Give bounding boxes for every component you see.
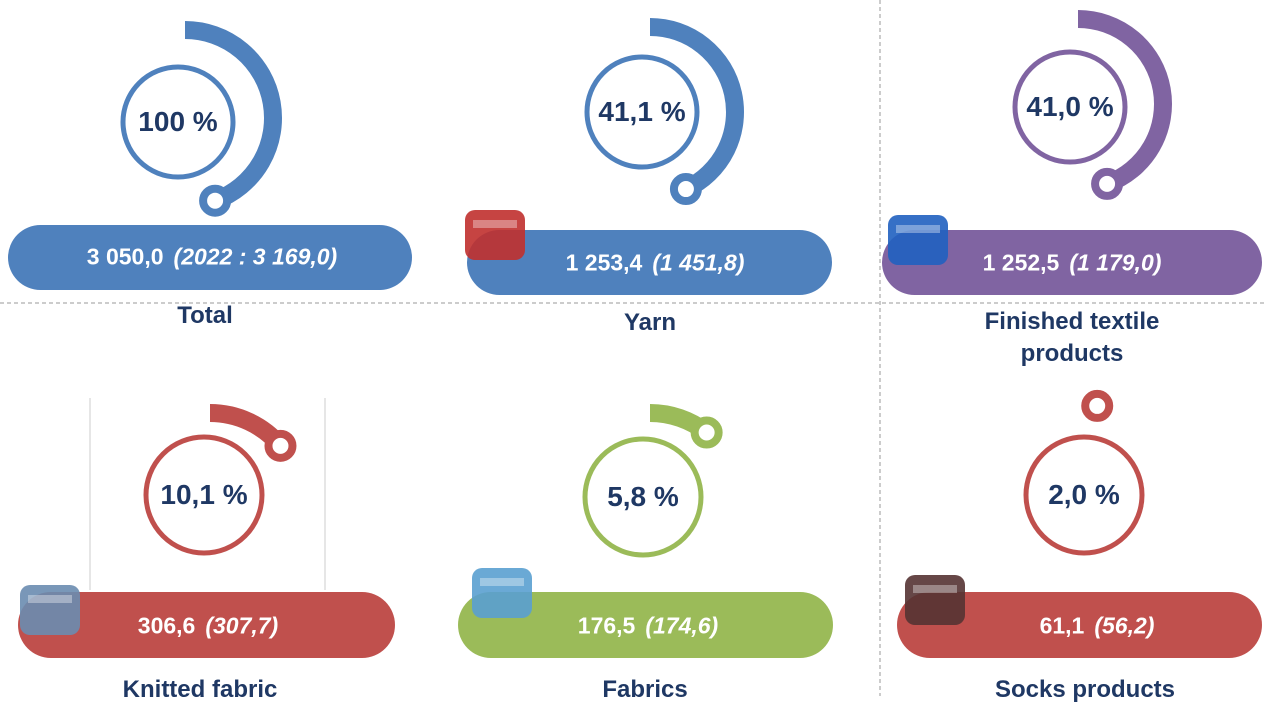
pill-text: 61,1 (56,2) xyxy=(1040,613,1155,640)
category-label: Finished textile products xyxy=(984,308,1160,367)
icon xyxy=(473,220,517,228)
previous-text: (2022 : 3 169,0) xyxy=(173,243,338,270)
value-text: 3 050,0 xyxy=(86,243,164,270)
share-text: 41,0 % xyxy=(1026,91,1114,122)
share-ring xyxy=(143,434,265,556)
gauge-arc xyxy=(184,21,282,210)
share-text: 5,8 % xyxy=(607,481,679,512)
value-pill xyxy=(458,592,833,658)
value-pill xyxy=(18,592,395,658)
share-ring xyxy=(120,64,236,180)
value-text: 1 252,5 xyxy=(982,249,1060,276)
icon xyxy=(913,585,957,593)
previous-text: (1 179,0) xyxy=(1069,249,1162,276)
share-ring xyxy=(584,54,700,170)
pill-text: 1 253,4 (1 451,8) xyxy=(566,250,745,277)
gauge-arc xyxy=(649,18,744,198)
value-text: 306,6 xyxy=(137,612,196,639)
share-text: 10,1 % xyxy=(160,479,248,510)
share-text: 2,0 % xyxy=(1048,479,1120,510)
share-text: 41,1 % xyxy=(598,96,686,127)
category-label: Yarn xyxy=(623,309,677,336)
icon xyxy=(472,568,532,618)
value-pill xyxy=(882,230,1262,295)
share-ring xyxy=(1023,434,1145,556)
previous-text: (56,2) xyxy=(1094,612,1155,639)
value-pill xyxy=(467,230,832,295)
gauge-knob xyxy=(264,429,297,462)
gauge-knob xyxy=(1091,167,1124,200)
value-text: 61,1 xyxy=(1039,612,1085,639)
icon xyxy=(888,215,948,265)
share-text: 100 % xyxy=(138,106,218,137)
gauge-knob xyxy=(669,173,702,206)
share-ring xyxy=(582,436,704,558)
category-label: Total xyxy=(177,302,233,329)
value-pill xyxy=(8,225,412,290)
value-text: 1 253,4 xyxy=(565,249,643,276)
icon xyxy=(905,575,965,625)
category-label: Fabrics xyxy=(602,676,688,703)
pill-text: 3 050,0 (2022 : 3 169,0) xyxy=(87,244,337,271)
icon xyxy=(480,578,524,586)
icon xyxy=(28,595,72,603)
icon xyxy=(20,585,80,635)
previous-text: (307,7) xyxy=(205,612,279,639)
category-label: Knitted fabric xyxy=(122,676,278,703)
share-ring xyxy=(1012,49,1128,165)
gauge-knob xyxy=(1081,389,1114,422)
value-pill xyxy=(897,592,1262,658)
gauge-knob xyxy=(199,184,232,217)
pill-text: 176,5 (174,6) xyxy=(578,613,718,640)
value-text: 176,5 xyxy=(577,612,636,639)
gauge-arc xyxy=(1077,10,1172,193)
previous-text: (1 451,8) xyxy=(652,249,745,276)
gauge-knob xyxy=(690,416,723,449)
pill-text: 306,6 (307,7) xyxy=(138,613,278,640)
pill-text: 1 252,5 (1 179,0) xyxy=(983,250,1162,277)
icon xyxy=(465,210,525,260)
icon xyxy=(896,225,940,233)
previous-text: (174,6) xyxy=(645,612,719,639)
category-label: Socks products xyxy=(994,676,1176,703)
